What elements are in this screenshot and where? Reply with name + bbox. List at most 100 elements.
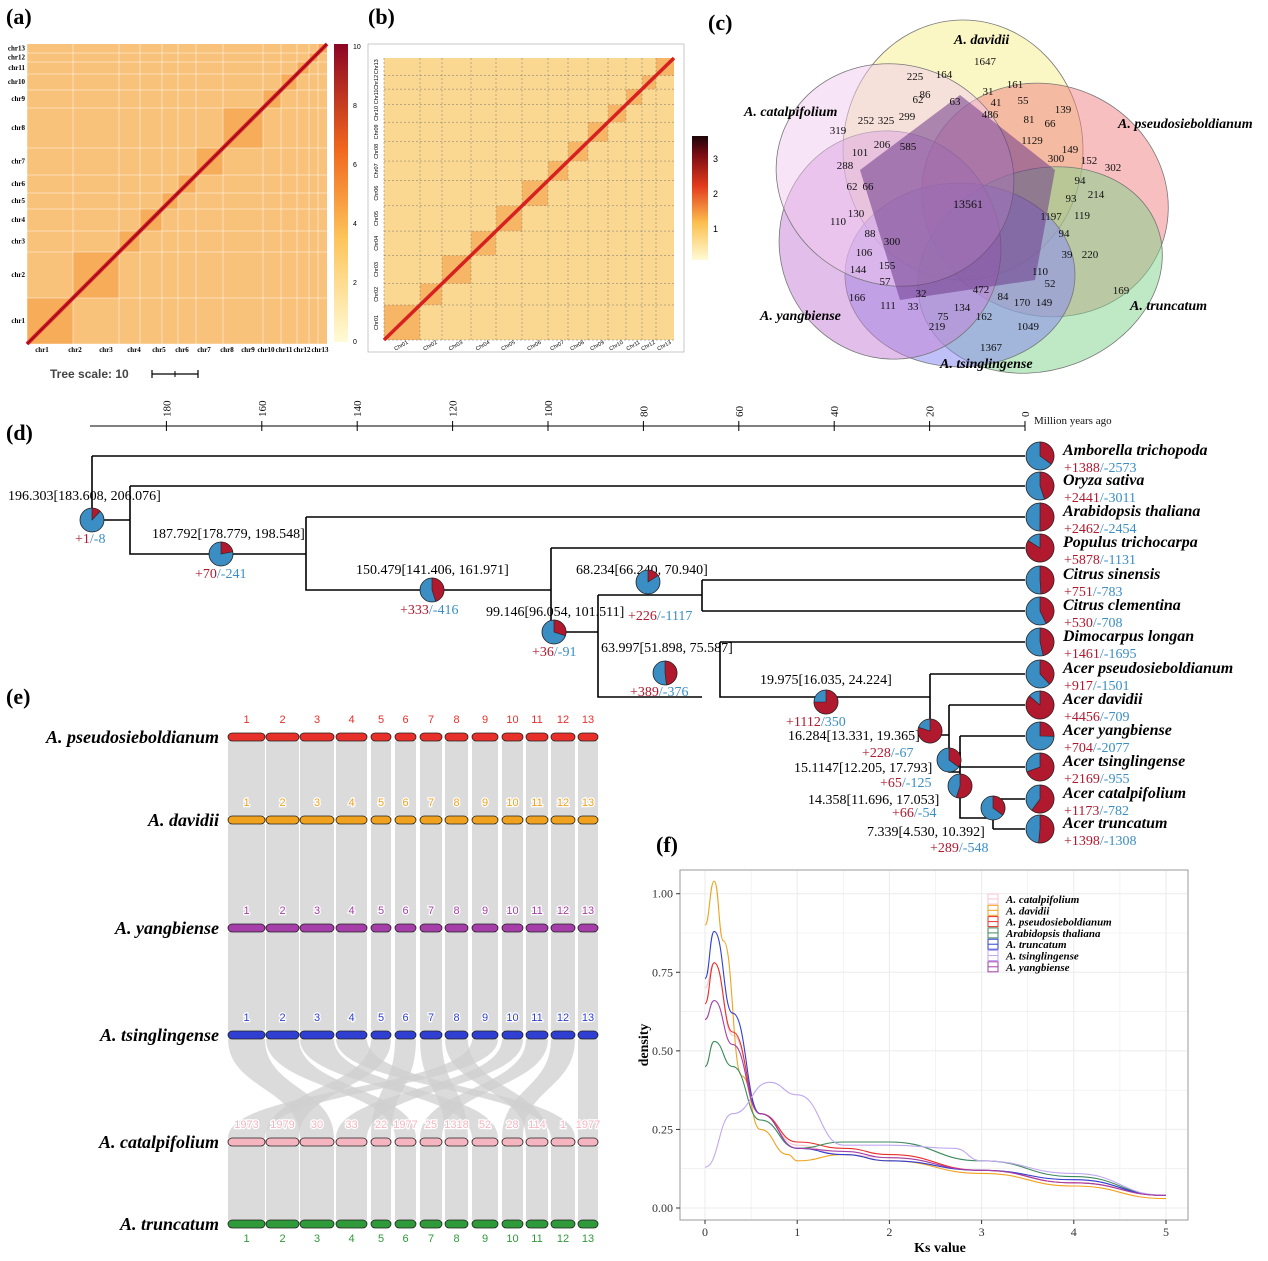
hic-a-ylabel: chr1 (11, 317, 25, 325)
hic-a-ylabel: chr9 (11, 95, 25, 103)
venn-count: 1197 (1040, 211, 1062, 223)
node-age-label: 68.234[66.240, 70.940] (576, 563, 708, 578)
axis-tick-label: 140 (352, 400, 364, 417)
leaf-gain-loss: +917/-1501 (1064, 679, 1129, 694)
venn-label-truncatum: A. truncatum (1129, 299, 1207, 314)
synteny-ribbon (526, 824, 548, 924)
synteny-chrom-label: 6 (402, 905, 408, 917)
synteny-ribbon (371, 1146, 391, 1220)
venn-count: 66 (1045, 118, 1057, 130)
synteny-ribbon (228, 741, 265, 816)
venn-label-tsinglingense: A. tsinglingense (939, 357, 1033, 372)
synteny-chrom-label: 12 (557, 797, 569, 809)
leaf-pie (1025, 814, 1055, 844)
synteny-ribbon (336, 1146, 367, 1220)
synteny-chrom-label: 1 (243, 1233, 249, 1245)
venn-count: 62 (847, 181, 858, 193)
hic-a-ylabel: chr4 (11, 216, 25, 224)
synteny-chrom-label: 52 (479, 1119, 491, 1131)
venn-count: 94 (1075, 175, 1087, 187)
hic-a-xlabel: chr10 (257, 346, 275, 354)
colorbar-a-tick: 6 (353, 162, 357, 169)
venn-count: 219 (929, 321, 946, 333)
node-pie (419, 577, 445, 603)
synteny-chromosome (227, 815, 266, 825)
venn-count: 31 (983, 86, 994, 98)
hic-b-y-labels: Chr01 Chr02 Chr03 Chr04 Chr05 Chr06 Chr07 Chr08… (374, 59, 380, 330)
ks-series-line (704, 880, 1167, 1200)
synteny-chromosome (525, 923, 549, 933)
leaf-species-name: Citrus sinensis (1063, 566, 1160, 583)
venn-count: 299 (899, 111, 916, 123)
synteny-chromosome (501, 1137, 524, 1147)
node-age-label: 150.479[141.406, 161.971] (356, 563, 509, 578)
hic-a-ylabel: chr8 (11, 124, 25, 132)
synteny-chromosome (370, 923, 392, 933)
synteny-ribbon (551, 824, 575, 924)
ks-ytick-label: 0.50 (652, 1044, 673, 1058)
hic-a-xlabel: chr12 (293, 346, 311, 354)
synteny-chromosome (419, 1030, 443, 1040)
synteny-chrom-label: 10 (506, 1233, 518, 1245)
node-age-label: 15.1147[12.205, 17.793] (794, 761, 932, 776)
synteny-ribbon (371, 741, 391, 816)
synteny-chromosome (525, 1030, 549, 1040)
synteny-chrom-label: 1977 (393, 1119, 417, 1131)
synteny-chrom-label: 12 (557, 1012, 569, 1024)
venn-count: 149 (1036, 297, 1053, 309)
hic-a-ylabel: chr12 (8, 54, 26, 62)
venn-label-yangbiense: A. yangbiense (759, 309, 841, 324)
synteny-chrom-label: 8 (453, 1012, 459, 1024)
synteny-chrom-label: 13 (582, 797, 594, 809)
venn-count: 225 (907, 71, 924, 83)
synteny-chrom-label: 8 (453, 905, 459, 917)
ks-legend-label: A. tsinglingense (1005, 951, 1079, 963)
colorbar-a-tick: 4 (353, 221, 357, 228)
synteny-chrom-label: 7 (428, 797, 434, 809)
ks-ytick-label: 0.25 (652, 1122, 673, 1136)
synteny-chromosome (335, 1030, 368, 1040)
venn-count: 1049 (1017, 321, 1040, 333)
node-age-label: 16.284[13.331, 19.365] (788, 729, 920, 744)
node-gain-loss: +228/-67 (862, 746, 913, 761)
venn-count: 170 (1014, 297, 1031, 309)
hic-b-ylabel: Chr09 (374, 124, 380, 139)
venn-count: 32 (916, 288, 927, 300)
synteny-chrom-label: 4 (348, 905, 354, 917)
synteny-chrom-label: 3 (314, 797, 320, 809)
synteny-ribbon (228, 1039, 498, 1138)
synteny-chrom-label: 2 (279, 1012, 285, 1024)
hic-a-x-labels: chr1 chr2 chr3 chr4 chr5 chr6 chr7 chr8 chr9 chr1… (35, 346, 329, 354)
phylo-axis: 180 160 140 120 100 80 60 40 20 0 Million years a… (90, 400, 1112, 431)
synteny-genome-name: A. tsinglingense (99, 1025, 219, 1045)
synteny-ribbon (420, 824, 442, 924)
venn-count: 164 (936, 69, 953, 81)
leaf-pie (1025, 471, 1055, 501)
venn-count: 302 (1105, 162, 1122, 174)
synteny-ribbon (526, 932, 548, 1031)
synteny-chromosome (577, 732, 599, 742)
ks-legend-label: Arabidopsis thaliana (1005, 928, 1101, 940)
hic-b-ylabel: Chr10 (374, 106, 380, 121)
venn-count: 161 (1007, 79, 1024, 91)
synteny-ribbon (228, 1146, 265, 1220)
synteny-ribbon (526, 741, 548, 816)
node-age-label: 187.792[178.779, 198.548] (152, 527, 305, 542)
venn-count: 119 (1074, 210, 1091, 222)
venn-count: 319 (830, 125, 847, 137)
leaf-species-name: Populus trichocarpa (1062, 534, 1198, 551)
node-pie (635, 569, 661, 595)
synteny-chromosome (394, 1030, 417, 1040)
ks-legend-label: A. truncatum (1005, 939, 1067, 951)
synteny-chromosome (525, 1219, 549, 1229)
synteny-chrom-label: 33 (345, 1119, 357, 1131)
synteny-chromosome (501, 1219, 524, 1229)
synteny-genome-name: A. truncatum (119, 1214, 219, 1234)
synteny-chromosome (525, 815, 549, 825)
synteny-chromosome (550, 1137, 576, 1147)
node-gain-loss: +389/-376 (630, 685, 688, 700)
colorbar-a-tick: 0 (353, 339, 357, 346)
synteny-chrom-label: 4 (348, 714, 354, 726)
leaf-pie (1025, 596, 1055, 626)
ks-xtick-label: 1 (794, 1225, 800, 1239)
